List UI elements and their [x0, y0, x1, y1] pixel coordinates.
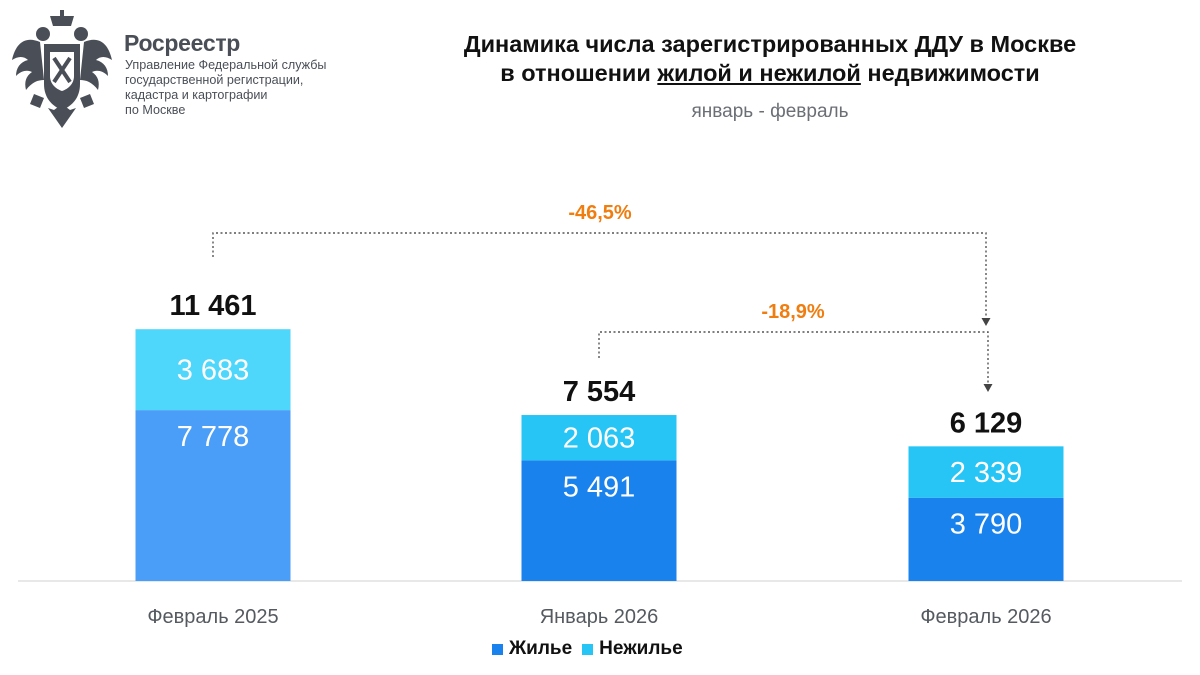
chart-subtitle: январь - февраль: [691, 101, 849, 122]
x-tick-label: Февраль 2026: [920, 606, 1051, 628]
data-label-nonresidential: 3 683: [177, 355, 250, 387]
org-desc-line: кадастра и картографии: [125, 88, 268, 102]
chart-title-line1: Динамика числа зарегистрированных ДДУ в …: [463, 31, 1077, 57]
org-desc-line: Управление Федеральной службы: [125, 58, 327, 72]
org-desc-line: по Москве: [125, 103, 186, 117]
legend-swatch-nonresidential: [582, 643, 594, 655]
chart-title: Динамика числа зарегистрированных ДДУ в …: [400, 30, 1140, 88]
title-prefix: в отношении: [500, 60, 658, 86]
chart-title-line2: в отношении жилой и нежилой недвижимости: [400, 59, 1140, 88]
chart-legend: Жилье Нежилье: [492, 638, 693, 660]
x-tick-label: Январь 2026: [540, 606, 659, 628]
legend-label-nonresidential: Нежилье: [599, 638, 683, 659]
bar-nonresidential: [521, 415, 677, 461]
data-label-nonresidential: 2 063: [563, 423, 636, 455]
title-underlined: жилой и нежилой: [657, 60, 861, 86]
bar-residential: [135, 410, 291, 581]
change-arrow-head: [983, 384, 993, 392]
stacked-bar-chart: 7 778 3 683 11 461 Февраль 2025 5 491 2 063 7 …: [18, 202, 1182, 628]
bar-residential: [908, 497, 1064, 581]
legend-item-nonresidential: Нежилье: [582, 638, 683, 660]
change-bracket: [212, 232, 987, 318]
change-label: -46,5%: [568, 202, 632, 224]
legend-swatch-residential: [492, 643, 503, 655]
data-label-residential: 5 491: [563, 471, 636, 503]
legend-label-residential: Жилье: [509, 638, 573, 659]
bar-residential: [521, 460, 677, 581]
data-label-residential: 7 778: [177, 421, 250, 453]
total-label: 11 461: [169, 290, 256, 322]
title-suffix: недвижимости: [860, 60, 1040, 86]
org-name: Росреестр: [124, 30, 241, 56]
rosreestr-emblem-icon: [12, 10, 112, 128]
legend-item-residential: Жилье: [492, 638, 572, 660]
data-label-nonresidential: 2 339: [950, 457, 1023, 489]
total-label: 7 554: [563, 376, 636, 408]
total-label: 6 129: [950, 407, 1023, 439]
org-description: Управление Федеральной службы государств…: [125, 58, 327, 118]
data-label-residential: 3 790: [950, 509, 1023, 541]
change-bracket: [598, 331, 989, 384]
org-desc-line: государственной регистрации,: [125, 73, 304, 87]
bar-nonresidential: [135, 329, 291, 411]
x-tick-label: Февраль 2025: [147, 606, 278, 628]
change-label: -18,9%: [761, 301, 825, 323]
change-arrow-head: [981, 318, 991, 326]
bar-nonresidential: [908, 446, 1064, 498]
